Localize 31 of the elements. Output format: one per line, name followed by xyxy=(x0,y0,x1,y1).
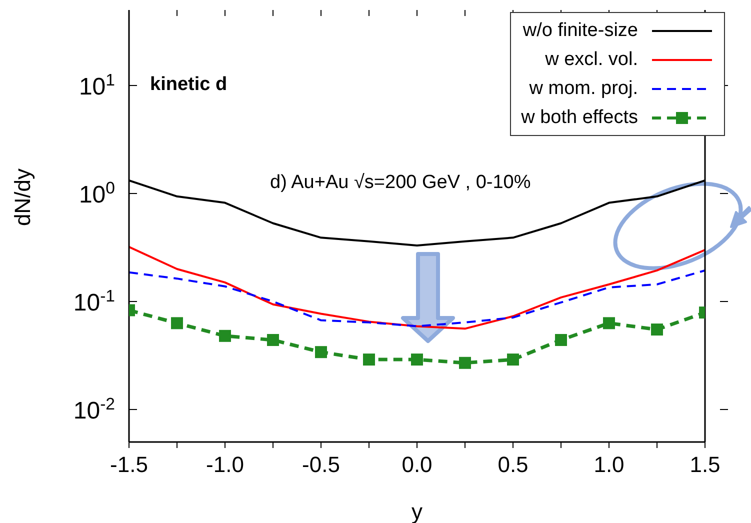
point xyxy=(267,334,279,346)
y-axis-title: dN/dy xyxy=(10,168,35,226)
x-tick-label: 0.5 xyxy=(498,452,528,477)
line-series xyxy=(129,246,705,330)
point xyxy=(315,346,327,358)
point xyxy=(507,354,519,366)
point xyxy=(459,356,471,369)
x-tick-label: 0.0 xyxy=(402,452,432,477)
point xyxy=(555,334,567,346)
point xyxy=(603,317,615,330)
x-tick-label: -1.5 xyxy=(110,452,148,477)
legend-label: w both effects xyxy=(521,106,638,128)
x-tick-label: -1.0 xyxy=(206,452,244,477)
legend-label: w mom. proj. xyxy=(529,78,638,100)
y-tick-label: 10$^{1}$ xyxy=(78,70,115,100)
point xyxy=(411,354,423,366)
x-tick-label: 1.0 xyxy=(594,452,624,477)
point xyxy=(651,324,663,336)
point xyxy=(171,317,183,330)
legend-label: w excl. vol. xyxy=(545,48,638,70)
y-tick-label: 10$^{-1}$ xyxy=(73,286,115,316)
y-tick-label: 10$^{0}$ xyxy=(78,178,115,208)
x-tick-label: 1.5 xyxy=(690,452,720,477)
annotation: kinetic d xyxy=(150,74,228,96)
point xyxy=(363,354,375,366)
line-series xyxy=(129,269,705,328)
y-tick-label: 10$^{-2}$ xyxy=(73,394,115,424)
legend-label: w/o finite-size xyxy=(522,20,638,42)
point xyxy=(219,330,231,342)
annotation: d) Au+Au √s=200 GeV , 0-10% xyxy=(270,172,531,194)
x-tick-label: -0.5 xyxy=(302,452,340,477)
